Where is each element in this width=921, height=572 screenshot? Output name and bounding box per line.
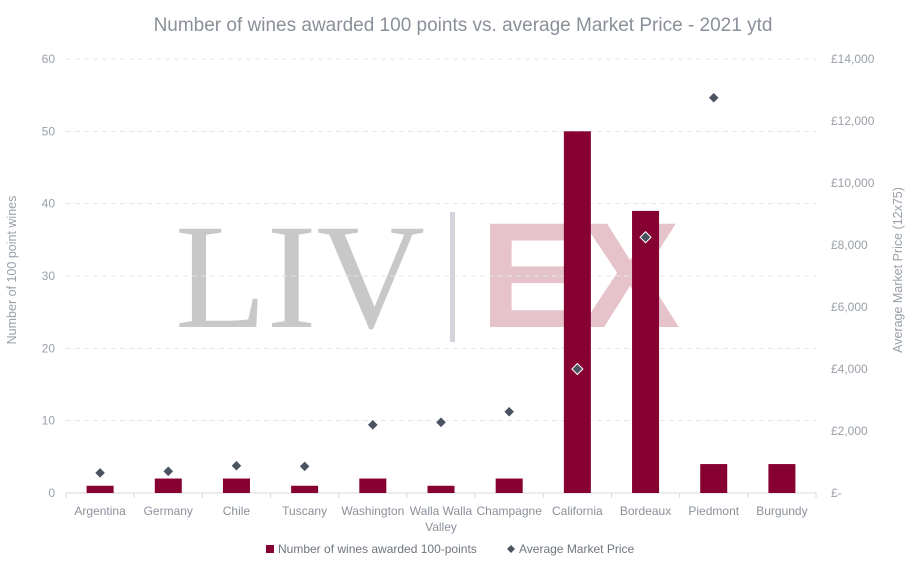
price-point (639, 231, 652, 244)
legend-bar-swatch (266, 545, 274, 553)
left-axis-ticks: 0 10 20 30 40 50 60 (42, 52, 56, 500)
category-label: Bordeaux (620, 504, 671, 518)
y2-tick-label: £12,000 (831, 114, 875, 128)
legend: Number of wines awarded 100-points Avera… (266, 542, 634, 556)
category-label: Argentina (74, 504, 126, 518)
bar-series (86, 131, 796, 494)
bar (291, 485, 319, 493)
right-axis-title: Average Market Price (12x75) (891, 187, 905, 353)
legend-point-label: Average Market Price (519, 542, 634, 556)
bar (700, 464, 728, 493)
scatter-series (93, 91, 720, 480)
price-point (434, 416, 448, 429)
y-tick-label: 50 (42, 124, 56, 138)
bar (427, 485, 455, 493)
y2-tick-label: £- (831, 486, 842, 500)
category-label: Burgundy (756, 504, 807, 518)
category-label: Piedmont (688, 504, 739, 518)
category-label: Tuscany (282, 504, 327, 518)
price-point (298, 460, 311, 473)
bar (86, 485, 114, 493)
y-tick-label: 10 (42, 414, 56, 428)
category-label: California (552, 504, 603, 518)
y-tick-label: 0 (48, 486, 55, 500)
bar (359, 478, 387, 493)
bar (154, 478, 182, 493)
y-tick-label: 20 (42, 341, 56, 355)
watermark-liv: LIV (175, 194, 425, 360)
category-label: Champagne (476, 504, 542, 518)
bar (632, 210, 660, 493)
bar (563, 131, 591, 494)
watermark-divider (450, 212, 455, 342)
price-point (230, 459, 243, 472)
legend-point-swatch (507, 545, 515, 553)
bar (222, 478, 250, 493)
bar (768, 464, 796, 493)
y2-tick-label: £2,000 (831, 424, 868, 438)
right-axis-ticks: £- £2,000 £4,000 £6,000 £8,000 £10,000 £12,000… (831, 52, 875, 500)
bar (495, 478, 523, 493)
legend-bar-label: Number of wines awarded 100-points (278, 542, 477, 556)
y2-tick-label: £4,000 (831, 362, 868, 376)
category-labels: Argentina Germany Chile Tuscany Washington Wa… (65, 493, 817, 534)
category-label: Chile (223, 504, 251, 518)
price-point (366, 418, 380, 432)
y-tick-label: 30 (42, 269, 56, 283)
y-tick-label: 60 (42, 52, 56, 66)
category-label: Germany (144, 504, 193, 518)
price-point (571, 362, 584, 376)
category-label: Walla Walla (410, 504, 473, 518)
category-label: Valley (425, 520, 457, 534)
price-point (707, 91, 720, 104)
y2-tick-label: £8,000 (831, 238, 868, 252)
y2-tick-label: £14,000 (831, 52, 875, 66)
category-label: Washington (341, 504, 404, 518)
price-point (502, 405, 516, 418)
price-point (93, 466, 107, 480)
y-tick-label: 40 (42, 197, 56, 211)
chart-title: Number of wines awarded 100 points vs. a… (154, 15, 773, 36)
y2-tick-label: £10,000 (831, 176, 875, 190)
price-point (162, 465, 175, 478)
left-axis-title: Number of 100 point wines (5, 196, 19, 345)
y2-tick-label: £6,000 (831, 300, 868, 314)
